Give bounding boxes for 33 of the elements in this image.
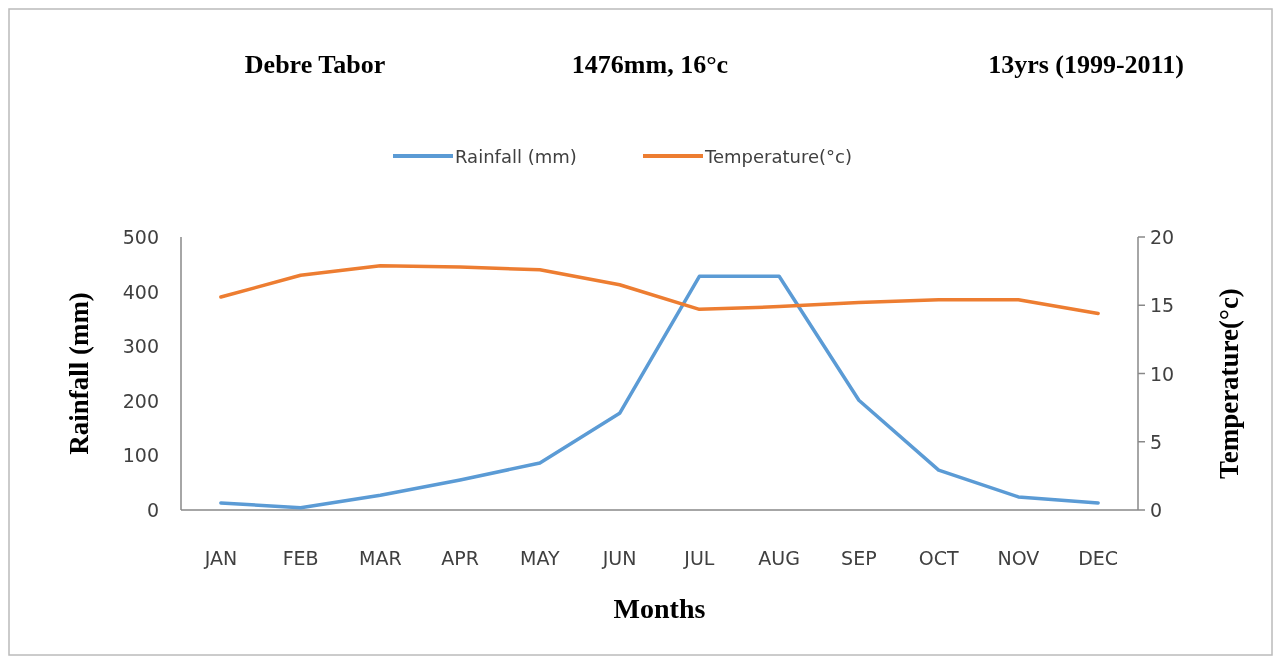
y2-axis-title: Temperature(°c) (1214, 288, 1244, 479)
y2-tick-label: 20 (1150, 226, 1175, 248)
y2-tick-label: 5 (1150, 430, 1163, 453)
y-tick-label: 100 (122, 444, 159, 467)
x-tick-label: OCT (918, 547, 959, 569)
y2-tick-label: 0 (1150, 499, 1163, 521)
x-tick-label: JUL (683, 547, 715, 569)
x-tick-label: JUN (601, 547, 637, 569)
legend-label: Temperature(°c) (704, 146, 852, 167)
x-tick-label: NOV (997, 547, 1040, 569)
y-tick-label: 0 (146, 499, 159, 521)
y-axis-title: Rainfall (mm) (64, 292, 94, 455)
line-series (219, 263, 1100, 316)
x-axis-title: Months (613, 593, 706, 624)
text: 1476mm, 16°c (571, 50, 729, 79)
legend-label: Rainfall (mm) (455, 146, 577, 167)
y2-tick-label: 10 (1150, 362, 1175, 385)
y-tick-label: 300 (122, 335, 159, 358)
x-tick-label: FEB (282, 547, 319, 569)
chart-title: Debre Tabor (244, 50, 386, 79)
x-tick-label: DEC (1078, 547, 1119, 569)
text: 13yrs (1999-2011) (988, 50, 1184, 79)
x-tick-label: AUG (758, 547, 800, 569)
x-tick-label: SEP (841, 547, 877, 569)
y-tick-label: 500 (122, 226, 159, 248)
y-tick-label: 200 (122, 389, 159, 412)
x-tick-label: MAY (520, 547, 561, 569)
y2-tick-label: 15 (1150, 294, 1175, 317)
x-tick-label: JAN (203, 547, 238, 569)
y-tick-label: 400 (122, 280, 159, 303)
x-tick-label: MAR (359, 547, 402, 569)
x-tick-label: APR (441, 547, 479, 569)
line-series (219, 274, 1100, 510)
